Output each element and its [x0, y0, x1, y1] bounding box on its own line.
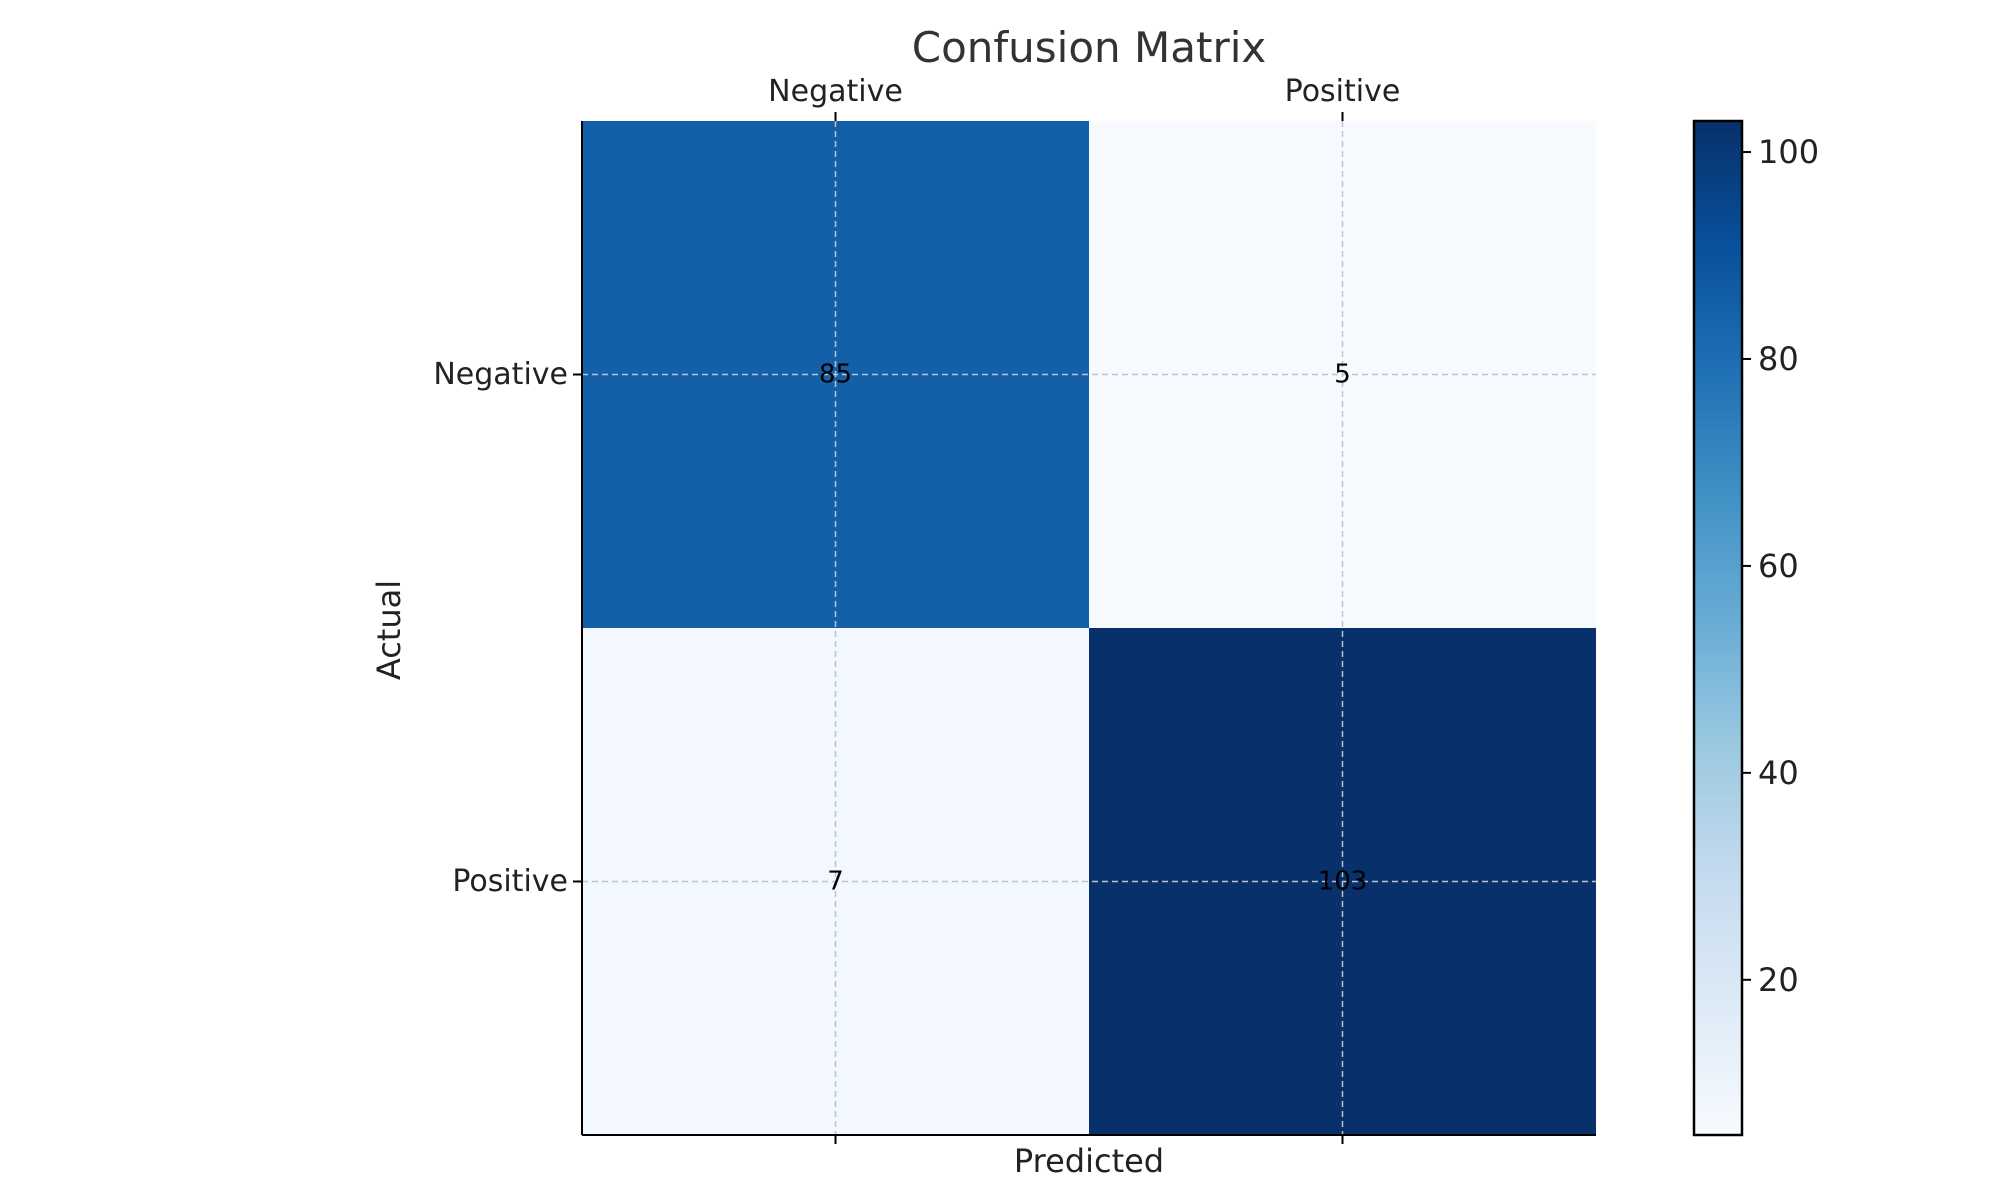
colorbar-tick-label: 20	[1758, 961, 1799, 999]
colorbar-gradient	[1692, 119, 1744, 1137]
colorbar-tick-label: 100	[1758, 133, 1819, 171]
heatmap-cells	[582, 121, 1596, 1135]
chart-title: Confusion Matrix	[912, 23, 1267, 72]
y-axis-label: Actual	[370, 580, 408, 680]
plot-axes: Negative Positive Negative Positive	[433, 74, 1596, 1144]
x-axis-label: Predicted	[1014, 1142, 1164, 1180]
y-tick-label: Positive	[452, 864, 568, 899]
cell-value-label: 85	[819, 360, 852, 390]
cell-value-label: 5	[1334, 360, 1351, 390]
cell-value-label: 103	[1318, 867, 1368, 897]
colorbar-tick-label: 60	[1758, 547, 1799, 585]
cell-value-label: 7	[827, 867, 844, 897]
colorbar-tick-label: 40	[1758, 754, 1799, 792]
y-tick-label: Negative	[433, 357, 568, 392]
cell-value-labels: 85 5 7 103	[819, 360, 1367, 897]
x-tick-label: Positive	[1285, 74, 1401, 109]
x-tick-label: Negative	[768, 74, 903, 109]
colorbar: 20 40 60 80 100	[1692, 119, 1819, 1137]
grid-lines	[582, 121, 1596, 1135]
colorbar-tick-label: 80	[1758, 340, 1799, 378]
